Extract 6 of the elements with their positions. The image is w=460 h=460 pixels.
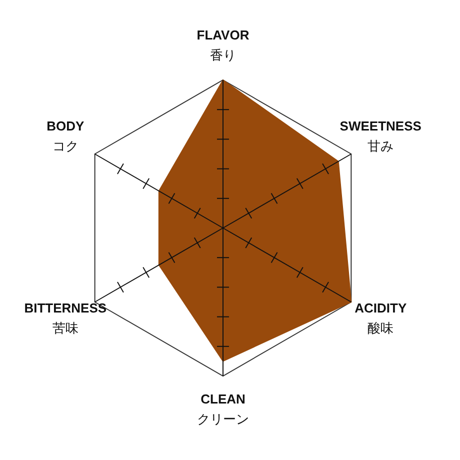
spoke-label: BODY コク — [46, 118, 84, 154]
spoke-label: CLEAN クリーン — [197, 391, 249, 426]
spoke-label: SWEETNESS 甘み — [340, 118, 422, 154]
spoke-label: FLAVOR 香り — [196, 27, 250, 62]
spoke-label: ACIDITY 酸味 — [354, 300, 407, 336]
spoke-label: BITTERNESS 苦味 — [24, 300, 107, 336]
